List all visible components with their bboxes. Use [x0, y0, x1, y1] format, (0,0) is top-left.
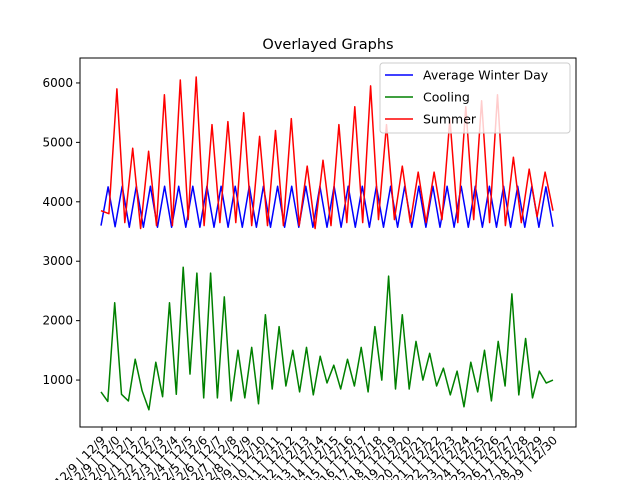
y-tick-label: 4000: [42, 195, 73, 209]
legend-box: [379, 62, 571, 134]
series-line-0: [100, 185, 554, 229]
axes-frame: [79, 57, 577, 428]
legend: Average Winter Day Cooling Summer: [379, 62, 571, 134]
legend-label: Cooling: [423, 90, 470, 105]
y-tick-label: 5000: [42, 135, 73, 149]
series-line-1: [100, 266, 554, 411]
y-tick-label: 3000: [42, 254, 73, 268]
y-tick-label: 1000: [42, 373, 73, 387]
y-tick-label: 6000: [42, 76, 73, 90]
legend-label: Average Winter Day: [423, 68, 549, 83]
chart-title: Overlayed Graphs: [262, 37, 393, 53]
series-line-2: [100, 76, 554, 230]
legend-label: Summer: [423, 112, 477, 127]
y-tick-label: 2000: [42, 314, 73, 328]
